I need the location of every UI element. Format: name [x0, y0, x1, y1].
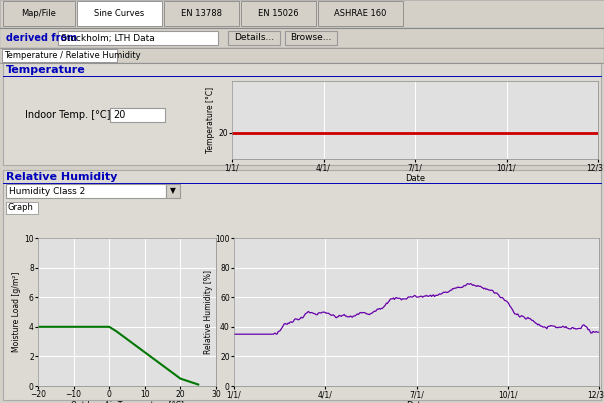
- Text: Indoor Temp. [°C]: Indoor Temp. [°C]: [25, 110, 111, 120]
- Text: ▼: ▼: [170, 187, 176, 195]
- Text: Map/File: Map/File: [22, 9, 56, 18]
- Bar: [228, 31, 280, 45]
- Text: Browse...: Browse...: [291, 33, 332, 42]
- Bar: [0, 48, 604, 63]
- Bar: [3, 1, 75, 26]
- Text: derived from: derived from: [6, 33, 77, 43]
- Text: Details...: Details...: [234, 33, 274, 42]
- X-axis label: Outdoor Air Temperature [°C]: Outdoor Air Temperature [°C]: [71, 401, 184, 403]
- Text: Stockholm; LTH Data: Stockholm; LTH Data: [61, 33, 155, 42]
- Bar: [6, 202, 38, 214]
- Text: Relative Humidity: Relative Humidity: [6, 172, 117, 182]
- Y-axis label: Temperature [°C]: Temperature [°C]: [207, 87, 216, 153]
- Bar: [166, 184, 180, 198]
- Bar: [241, 1, 316, 26]
- Bar: [2, 49, 117, 62]
- Bar: [318, 1, 403, 26]
- Bar: [58, 31, 218, 45]
- Text: Temperature / Relative Humidity: Temperature / Relative Humidity: [4, 50, 141, 60]
- Y-axis label: Moisture Load [g/m²]: Moisture Load [g/m²]: [13, 272, 21, 352]
- Bar: [0, 0, 604, 28]
- Text: ASHRAE 160: ASHRAE 160: [334, 9, 387, 18]
- Y-axis label: Relative Humidity [%]: Relative Humidity [%]: [204, 270, 213, 354]
- X-axis label: Date: Date: [406, 401, 426, 403]
- Bar: [164, 1, 239, 26]
- Text: Humidity Class 2: Humidity Class 2: [9, 187, 85, 195]
- Text: Sine Curves: Sine Curves: [94, 9, 144, 18]
- X-axis label: Date: Date: [405, 174, 425, 183]
- Bar: [0, 28, 604, 48]
- Bar: [6, 184, 166, 198]
- Bar: [3, 63, 601, 165]
- Bar: [3, 170, 601, 400]
- Bar: [77, 1, 162, 26]
- Text: Graph: Graph: [8, 204, 34, 212]
- Text: EN 13788: EN 13788: [181, 9, 222, 18]
- Text: Temperature: Temperature: [6, 65, 86, 75]
- Text: EN 15026: EN 15026: [258, 9, 299, 18]
- Bar: [110, 108, 165, 122]
- Text: 20: 20: [113, 110, 126, 120]
- Bar: [285, 31, 337, 45]
